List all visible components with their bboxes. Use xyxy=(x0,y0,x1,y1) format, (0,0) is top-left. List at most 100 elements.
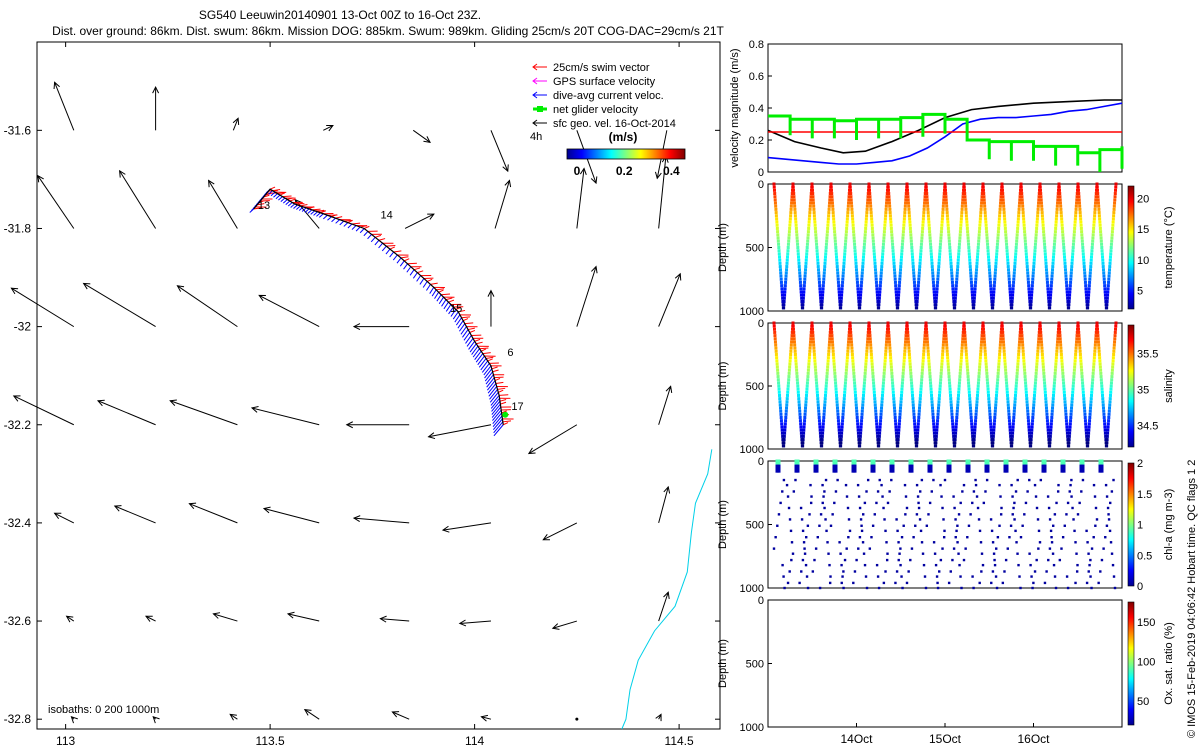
dive-avg-current-vector xyxy=(448,306,454,315)
salinity-sample xyxy=(1088,419,1092,423)
geo-velocity-arrow-shaft xyxy=(263,508,320,524)
salinity-sample xyxy=(835,406,839,410)
salinity-sample xyxy=(969,412,973,416)
salinity-sample xyxy=(852,371,856,375)
salinity-sample xyxy=(956,397,960,401)
chla-sample xyxy=(965,462,969,466)
salinity-sample xyxy=(809,340,813,344)
salinity-sample xyxy=(1008,425,1012,429)
salinity-sample xyxy=(862,384,866,388)
temperature-sample xyxy=(882,233,886,237)
chla-sample xyxy=(900,575,903,578)
salinity-y-tick-label: 500 xyxy=(746,381,764,393)
temperature-sample xyxy=(1033,246,1037,249)
temperature-sample xyxy=(903,214,907,218)
salinity-sample xyxy=(1012,416,1016,419)
swim-vector xyxy=(331,214,337,218)
temperature-sample xyxy=(1059,211,1063,215)
temperature-sample xyxy=(891,249,895,253)
chla-sample xyxy=(995,586,999,590)
temperature-sample xyxy=(804,265,808,269)
chla-sample xyxy=(948,459,952,463)
temperature-sample xyxy=(966,236,970,240)
temperature-sample xyxy=(1025,265,1029,269)
temperature-sample xyxy=(968,261,972,265)
temperature-sample xyxy=(1036,211,1040,215)
geo-velocity-arrow-shaft xyxy=(37,175,75,229)
salinity-sample xyxy=(929,381,933,385)
temperature-sample xyxy=(1002,211,1006,215)
chla-sample xyxy=(831,513,834,516)
salinity-sample xyxy=(1007,419,1011,423)
salinity-sample xyxy=(814,371,818,375)
dive-avg-current-vector xyxy=(278,196,283,201)
temperature-sample xyxy=(846,214,850,218)
chla-sample xyxy=(815,467,819,471)
salinity-sample xyxy=(1053,378,1057,382)
temperature-sample xyxy=(875,284,879,288)
chla-sample xyxy=(871,524,875,527)
chla-sample xyxy=(834,464,838,468)
temperature-sample xyxy=(919,246,923,249)
salinity-sample xyxy=(1018,340,1022,344)
geo-velocity-arrow-head xyxy=(391,711,400,718)
temperature-sample xyxy=(1016,220,1020,224)
temperature-sample xyxy=(990,296,994,300)
temperature-sample xyxy=(989,293,993,297)
chla-sample xyxy=(813,467,817,471)
chla-sample xyxy=(803,552,807,555)
chla-sample xyxy=(994,575,998,578)
geo-velocity-arrow-shaft xyxy=(658,592,669,622)
temperature-sample xyxy=(1014,242,1018,246)
temperature-sample xyxy=(844,230,848,234)
salinity-sample xyxy=(842,403,846,407)
temperature-sample xyxy=(978,223,982,227)
salinity-sample xyxy=(1098,359,1102,363)
chla-sample xyxy=(934,563,938,567)
salinity-sample xyxy=(950,412,954,416)
salinity-sample xyxy=(1111,365,1115,369)
chla-sample xyxy=(857,495,861,498)
temperature-sample xyxy=(1021,207,1025,211)
salinity-sample xyxy=(936,416,940,419)
swim-vector xyxy=(469,329,476,333)
dive-avg-current-vector xyxy=(478,358,487,368)
chla-sample xyxy=(896,529,899,533)
temperature-sample xyxy=(1030,290,1034,294)
chla-sample xyxy=(1029,563,1032,567)
salinity-sample xyxy=(820,434,824,438)
salinity-sample xyxy=(890,375,894,379)
temperature-sample xyxy=(984,220,988,224)
salinity-sample xyxy=(1016,356,1020,360)
salinity-sample xyxy=(957,384,961,388)
chla-sample xyxy=(952,547,956,550)
salinity-sample xyxy=(787,371,791,375)
chla-sample xyxy=(875,501,878,505)
geo-velocity-arrow-shaft xyxy=(552,620,577,629)
salinity-sample xyxy=(955,416,959,419)
salinity-sample xyxy=(923,334,927,338)
temperature-sample xyxy=(1098,220,1102,224)
temperature-sample xyxy=(896,303,900,307)
dive-avg-current-vector xyxy=(486,377,495,388)
chla-sample xyxy=(794,478,797,482)
map-y-tick-label: -32.4 xyxy=(4,516,32,530)
temperature-sample xyxy=(827,214,831,218)
chla-sample xyxy=(818,524,821,527)
temperature-sample xyxy=(774,207,778,211)
salinity-sample xyxy=(1091,368,1095,372)
salinity-sample xyxy=(1103,425,1107,429)
temperature-sample xyxy=(1109,249,1113,253)
salinity-sample xyxy=(1042,375,1046,379)
temperature-sample xyxy=(929,249,933,253)
salinity-sample xyxy=(1015,375,1019,379)
geo-velocity-arrow xyxy=(527,424,578,455)
salinity-sample xyxy=(827,349,831,353)
salinity-sample xyxy=(798,416,802,419)
salinity-sample xyxy=(992,431,996,435)
salinity-sample xyxy=(903,346,907,350)
temperature-sample xyxy=(844,233,848,237)
chla-sample xyxy=(930,490,933,493)
geo-velocity-arrow-shaft xyxy=(13,395,75,426)
temperature-sample xyxy=(886,182,890,186)
